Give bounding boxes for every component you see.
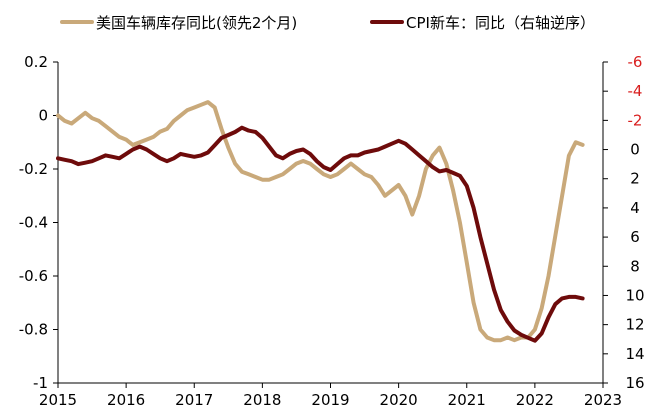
x-tick-label: 2018 [243,391,281,409]
x-tick-label: 2020 [380,391,418,409]
right-y-tick-label: 14 [625,345,644,363]
right-y-tick-labels: -6 -4 -2 0 2 4 6 8 10 12 14 16 [603,53,645,392]
x-tick-label: 2015 [39,391,77,409]
left-y-tick-label: -0.6 [19,267,48,285]
legend-label-inventory: 美国车辆库存同比(领先2个月) [96,14,297,32]
x-tick-label: 2017 [175,391,213,409]
x-tick-labels: 2015 2016 2017 2018 2019 2020 2021 2022 2023 [39,383,622,409]
x-tick-label: 2019 [311,391,349,409]
right-y-tick-label: 8 [630,257,640,275]
right-y-tick-label: 4 [630,199,640,217]
x-tick-label: 2021 [448,391,486,409]
right-y-tick-label: 0 [630,141,640,159]
left-y-tick-label: 0 [38,107,48,125]
left-y-tick-label: -1 [33,374,48,392]
left-y-tick-labels: 0.2 0 -0.2 -0.4 -0.6 -0.8 -1 [19,53,58,392]
right-y-tick-label: 2 [630,170,640,188]
series-line-cpi [56,125,585,343]
right-y-tick-label: 10 [625,286,644,304]
series-line-inventory [56,100,585,343]
left-y-tick-label: 0.2 [24,53,48,71]
right-y-tick-label: 12 [625,316,644,334]
left-y-tick-label: -0.2 [19,160,48,178]
right-y-tick-label: -2 [628,111,643,129]
x-tick-label: 2016 [107,391,145,409]
left-y-tick-label: -0.4 [19,214,48,232]
right-y-tick-label: 16 [625,374,644,392]
x-tick-label: 2023 [584,391,622,409]
right-y-tick-label: -4 [628,82,643,100]
x-tick-label: 2022 [516,391,554,409]
right-y-tick-label: -6 [628,53,643,71]
right-y-tick-label: 6 [630,228,640,246]
legend: 美国车辆库存同比(领先2个月) CPI新车：同比（右轴逆序） [60,14,595,32]
left-y-tick-label: -0.8 [19,321,48,339]
legend-label-cpi: CPI新车：同比（右轴逆序） [406,14,595,32]
